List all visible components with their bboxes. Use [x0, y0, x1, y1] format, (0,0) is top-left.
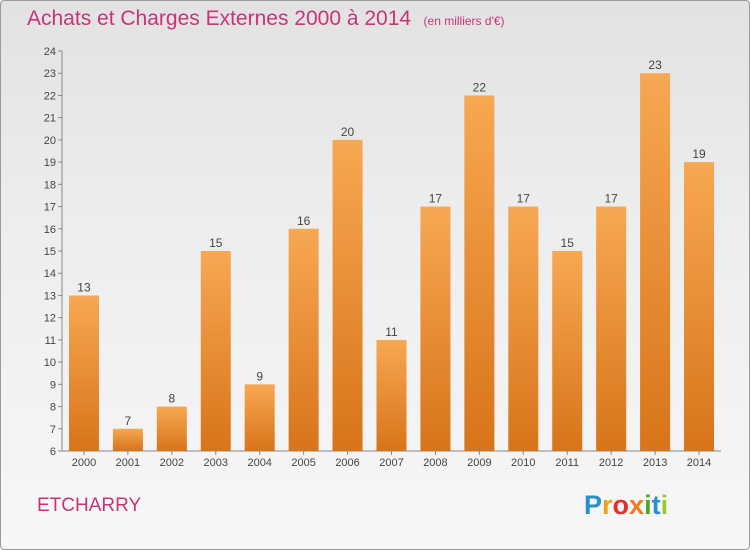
commune-name: ETCHARRY [37, 495, 142, 516]
bar-value-label: 15 [209, 236, 223, 250]
bar-value-label: 7 [125, 414, 132, 428]
y-tick-label: 12 [44, 313, 56, 325]
x-tick-label: 2014 [687, 457, 711, 469]
bar [156, 406, 187, 451]
y-tick-label: 7 [50, 424, 56, 436]
bar [68, 295, 99, 451]
bar [508, 206, 539, 451]
y-tick-label: 11 [45, 335, 56, 347]
y-tick-label: 22 [44, 90, 56, 102]
y-tick-label: 9 [50, 379, 56, 391]
y-tick-label: 14 [44, 268, 56, 280]
y-tick-label: 20 [44, 135, 56, 147]
x-tick-label: 2005 [291, 457, 315, 469]
x-tick-label: 2009 [467, 457, 491, 469]
y-tick-label: 6 [50, 446, 56, 458]
bar [288, 228, 319, 451]
y-tick-label: 10 [44, 357, 56, 369]
x-tick-label: 2007 [379, 457, 403, 469]
bar [596, 206, 627, 451]
bar-value-label: 17 [429, 192, 443, 206]
bar [112, 428, 143, 451]
bar-value-label: 13 [77, 280, 91, 294]
y-tick-label: 8 [50, 402, 56, 414]
x-tick-label: 2013 [643, 457, 667, 469]
bar [376, 339, 407, 451]
bar-value-label: 11 [385, 325, 398, 339]
bar [244, 384, 275, 451]
y-tick-label: 17 [44, 202, 56, 214]
bar-value-label: 20 [341, 125, 355, 139]
x-tick-label: 2012 [599, 457, 623, 469]
y-tick-label: 24 [44, 46, 56, 58]
x-tick-label: 2004 [247, 457, 271, 469]
bar [200, 251, 231, 451]
y-tick-label: 15 [44, 246, 56, 258]
x-tick-label: 2010 [511, 457, 535, 469]
title-text: Achats et Charges Externes 2000 à 2014 [27, 7, 412, 30]
bar [640, 73, 671, 451]
bar [464, 95, 495, 451]
x-tick-label: 2006 [335, 457, 359, 469]
bar-value-label: 16 [297, 214, 311, 228]
bar [684, 162, 715, 451]
proxiti-logo: Proxiti [584, 490, 669, 520]
bar [420, 206, 451, 451]
bar-value-label: 15 [561, 236, 575, 250]
y-tick-label: 23 [44, 68, 56, 80]
y-tick-label: 18 [44, 179, 56, 191]
bar-value-label: 23 [648, 58, 662, 72]
bar-value-label: 17 [604, 192, 618, 206]
x-tick-label: 2008 [423, 457, 447, 469]
bar-value-label: 9 [256, 369, 263, 383]
y-tick-label: 21 [44, 113, 56, 125]
x-tick-label: 2003 [204, 457, 228, 469]
chart-title: Achats et Charges Externes 2000 à 2014 (… [27, 7, 505, 31]
x-tick-label: 2002 [160, 457, 184, 469]
y-tick-label: 13 [44, 290, 56, 302]
x-tick-label: 2011 [555, 457, 579, 469]
unit-text: (en milliers d'€) [423, 14, 505, 28]
bar [332, 139, 363, 451]
x-tick-label: 2000 [72, 457, 96, 469]
y-tick-label: 16 [44, 224, 56, 236]
bar-value-label: 17 [517, 192, 531, 206]
bar-value-label: 8 [168, 392, 175, 406]
x-tick-label: 2001 [116, 457, 140, 469]
bar-value-label: 19 [692, 147, 706, 161]
bar-value-label: 22 [473, 80, 487, 94]
y-tick-label: 19 [44, 157, 56, 169]
bar [552, 251, 583, 451]
